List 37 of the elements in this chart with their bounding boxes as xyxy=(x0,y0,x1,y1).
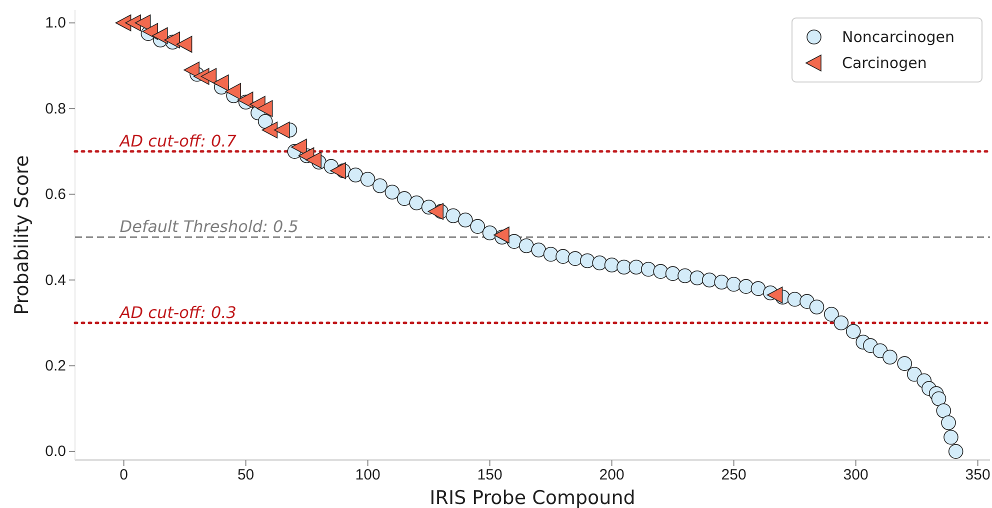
point xyxy=(306,152,322,168)
x-tick-label: 300 xyxy=(843,466,868,484)
point xyxy=(164,32,180,48)
point xyxy=(225,83,241,100)
x-axis-title: IRIS Probe Compound xyxy=(430,487,636,508)
ref-line-label: Default Threshold: 0.5 xyxy=(120,217,298,236)
point xyxy=(200,68,217,85)
y-axis-title: Probability Score xyxy=(11,155,33,315)
point xyxy=(213,74,229,92)
y-tick-label: 0.2 xyxy=(45,358,66,375)
y-tick-label: 0.8 xyxy=(45,100,66,118)
point xyxy=(176,36,192,53)
point xyxy=(134,14,151,32)
legend-label: Carcinogen xyxy=(842,54,927,72)
point xyxy=(766,286,783,304)
ref-line-label: AD cut-off: 0.3 xyxy=(118,302,236,322)
x-tick-label: 150 xyxy=(477,466,502,484)
y-tick-label: 0.4 xyxy=(45,272,66,289)
y-tick-label: 1.0 xyxy=(45,14,66,32)
legend-label: Noncarcinogen xyxy=(842,28,955,46)
point xyxy=(274,122,290,138)
point xyxy=(152,27,168,44)
x-tick-label: 350 xyxy=(965,466,990,484)
x-tick-label: 0 xyxy=(120,466,128,484)
point xyxy=(237,92,254,108)
ref-line-label: AD cut-off: 0.7 xyxy=(118,131,238,150)
x-tick-label: 250 xyxy=(721,466,746,484)
y-tick-label: 0.6 xyxy=(45,186,66,204)
x-tick-label: 100 xyxy=(355,466,380,484)
y-tick-label: 0.0 xyxy=(45,443,66,460)
x-tick-label: 50 xyxy=(237,466,254,484)
point xyxy=(262,122,278,138)
x-tick-label: 200 xyxy=(599,466,624,484)
point xyxy=(428,203,444,220)
point xyxy=(494,226,510,244)
point xyxy=(330,162,346,180)
point xyxy=(256,100,273,117)
